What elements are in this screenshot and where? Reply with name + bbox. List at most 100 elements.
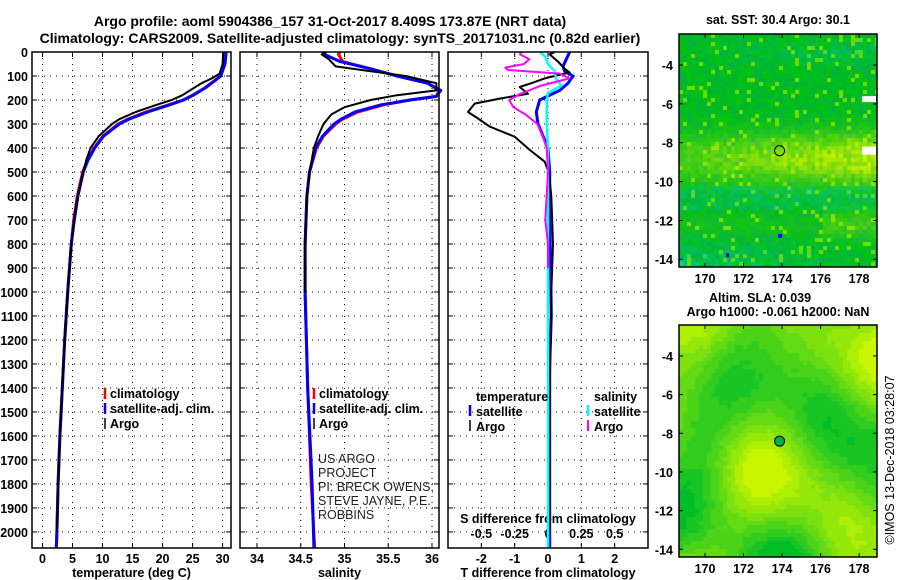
map-cell [739,118,743,122]
map-cell [807,146,811,150]
map-cell [827,54,831,58]
map-cell [711,262,715,266]
map-cell [767,377,771,381]
map-cell [795,385,799,389]
map-cell [731,214,735,218]
map-cell [755,381,759,385]
map-cell [831,234,835,238]
map-cell [715,369,719,373]
map-cell [695,202,699,206]
map-cell [719,429,723,433]
map-cell [807,325,811,329]
map-cell [707,118,711,122]
map-cell [815,373,819,377]
map-cell [747,94,751,98]
map-cell [871,246,875,250]
map-cell [783,425,787,429]
map-cell [783,162,787,166]
map-cell [855,397,859,401]
map-cell [775,242,779,246]
map-cell [803,381,807,385]
map-cell [815,78,819,82]
map-cell [775,393,779,397]
map-cell [839,90,843,94]
map-cell [827,393,831,397]
map-cell [783,453,787,457]
map-cell [799,425,803,429]
map-cell [755,182,759,186]
map-cell [691,158,695,162]
map-cell [771,421,775,425]
map-cell [807,365,811,369]
depth-tick-label: 2000 [0,526,28,540]
map-cell [711,417,715,421]
map-cell [691,389,695,393]
map-cell [771,365,775,369]
map-cell [695,194,699,198]
map-cell [839,246,843,250]
map-cell [779,178,783,182]
map-cell [823,106,827,110]
x-tick-label: 34 [250,552,264,566]
map-cell [707,345,711,349]
map-cell [863,202,867,206]
map-cell [843,345,847,349]
map-cell [691,86,695,90]
map-cell [851,373,855,377]
map-cell [699,58,703,62]
map-cell [707,369,711,373]
map-cell [807,218,811,222]
map-cell [791,114,795,118]
map-cell [727,166,731,170]
map-cell [679,130,683,134]
map-cell [819,242,823,246]
map-cell [803,186,807,190]
map-cell [727,186,731,190]
legend-header-salinity: salinity [594,390,637,404]
map-cell [823,361,827,365]
map-cell [743,393,747,397]
map-cell [791,118,795,122]
map-cell [815,134,819,138]
map-cell [759,409,763,413]
map-cell [751,365,755,369]
map-cell [851,341,855,345]
map-cell [831,130,835,134]
map-cell [695,453,699,457]
map-cell [683,218,687,222]
map-cell [779,397,783,401]
map-cell [699,162,703,166]
x-tick-label: 30 [216,552,230,566]
map-cell [743,190,747,194]
map-cell [759,94,763,98]
map-cell [807,86,811,90]
map-cell [835,42,839,46]
map-cell [751,110,755,114]
map-cell [707,186,711,190]
map-cell [767,397,771,401]
map-cell [743,210,747,214]
map-cell [679,150,683,154]
map-cell [691,154,695,158]
map-cell [843,166,847,170]
map-title: sat. SST: 30.4 Argo: 30.1 [706,13,850,27]
map-cell [791,393,795,397]
map-cell [843,349,847,353]
map-cell [871,345,875,349]
map-cell [759,190,763,194]
map-cell [799,445,803,449]
map-cell [827,262,831,266]
map-cell [847,194,851,198]
map-cell [863,425,867,429]
map-cell [863,102,867,106]
map-cell [687,381,691,385]
map-cell [807,114,811,118]
map-cell [719,174,723,178]
depth-tick-label: 700 [7,214,28,228]
map-cell [807,70,811,74]
map-cell [731,421,735,425]
map-cell [819,150,823,154]
map-cell [831,102,835,106]
map-cell [787,194,791,198]
map-cell [795,357,799,361]
